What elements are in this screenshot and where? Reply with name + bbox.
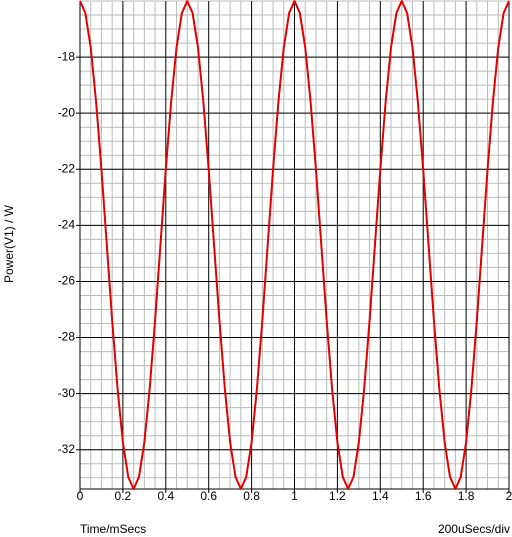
x-tick-label: 0.8 <box>243 489 260 503</box>
series-line <box>79 0 510 490</box>
x-tick-label: 1 <box>291 489 298 503</box>
x-tick-label: 2 <box>506 489 512 503</box>
x-tick-label: 0 <box>77 489 84 503</box>
y-tick-label: -26 <box>58 274 76 288</box>
y-tick-label: -18 <box>58 49 76 63</box>
y-tick-label: -24 <box>58 218 76 232</box>
x-scale-note: 200uSecs/div <box>438 522 510 536</box>
y-tick-label: -32 <box>58 442 76 456</box>
y-tick-label: -22 <box>58 161 76 175</box>
y-axis-label: Power(V1) / W <box>2 204 16 283</box>
x-tick-label: 1.8 <box>458 489 475 503</box>
y-tick-label: -28 <box>58 330 76 344</box>
x-tick-label: 0.6 <box>200 489 217 503</box>
y-tick-label: -30 <box>58 386 76 400</box>
x-tick-label: 0.4 <box>157 489 174 503</box>
x-tick-label: 1.6 <box>415 489 432 503</box>
x-tick-label: 1.2 <box>329 489 346 503</box>
x-tick-label: 1.4 <box>372 489 389 503</box>
y-tick-label: -20 <box>58 105 76 119</box>
grid <box>76 0 510 493</box>
x-axis-label: Time/mSecs <box>80 522 146 536</box>
x-tick-label: 0.2 <box>115 489 132 503</box>
